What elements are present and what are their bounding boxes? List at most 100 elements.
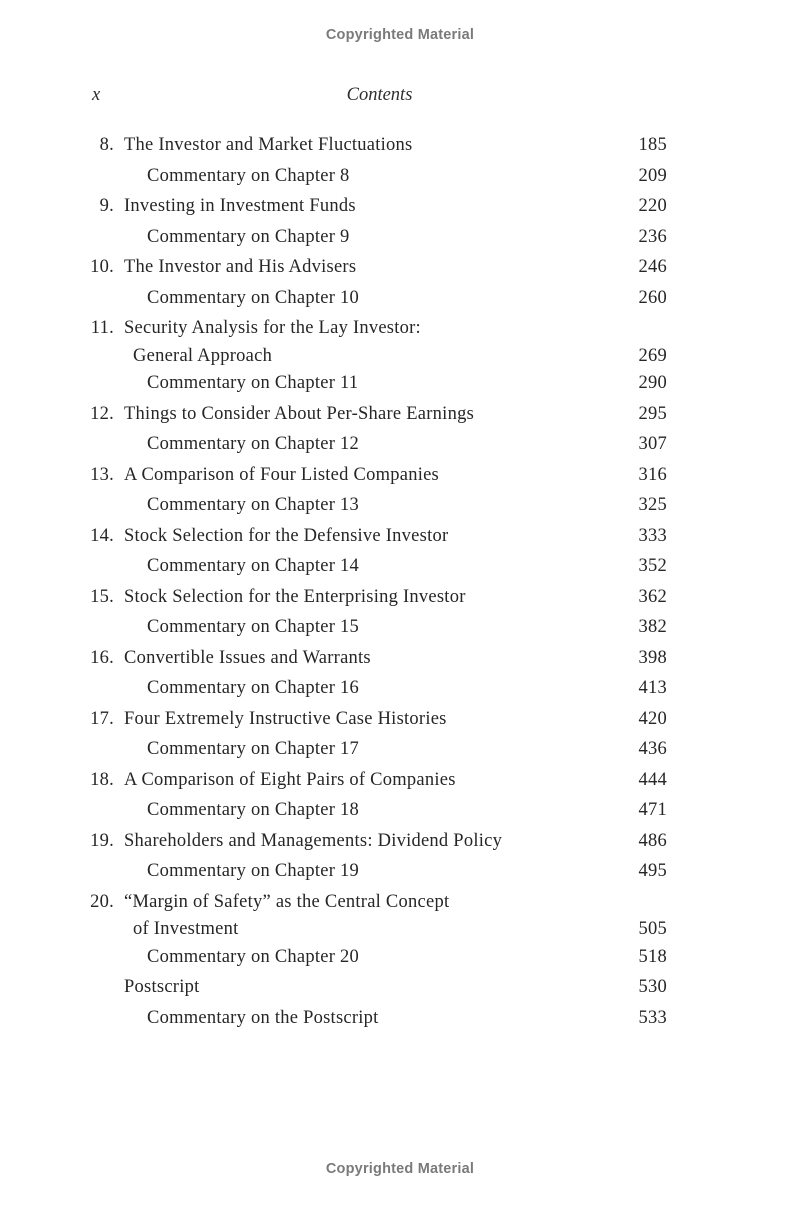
toc-entry: Commentary on Chapter 13 325 (88, 490, 667, 521)
entry-title: Four Extremely Instructive Case Historie… (124, 708, 447, 729)
entry-title: Shareholders and Managements: Dividend P… (124, 830, 503, 851)
toc-entry: 20. “Margin of Safety” as the Central Co… (88, 887, 667, 942)
entry-title: Commentary on Chapter 19 (147, 861, 360, 881)
running-header: x Contents (92, 85, 667, 106)
chapter-number: 20. (90, 891, 114, 912)
entry-title: Commentary on the Postscript (147, 1007, 379, 1028)
entry-page-number: 413 (638, 678, 667, 698)
toc-entry: Commentary on Chapter 11 290 (88, 368, 667, 399)
entry-page-number: 246 (638, 257, 667, 277)
entry-title-block: Commentary on Chapter 18 (114, 795, 639, 826)
entry-page-number: 185 (638, 135, 667, 155)
entry-title-block: Commentary on Chapter 12 (114, 429, 639, 460)
folio-page-number: x (92, 85, 101, 105)
chapter-number: 8. (99, 135, 114, 155)
entry-title-block: Commentary on Chapter 19 (114, 856, 639, 887)
entry-title: Commentary on Chapter 13 (147, 495, 360, 515)
entry-page-number: 530 (638, 977, 667, 997)
entry-title: Things to Consider About Per-Share Earni… (124, 403, 475, 424)
entry-title-block: Commentary on Chapter 16 (114, 673, 639, 704)
entry-title-block: Commentary on Chapter 11 (114, 368, 639, 399)
entry-title: Commentary on Chapter 18 (147, 800, 360, 820)
toc-entry: Commentary on Chapter 8 209 (88, 161, 667, 192)
chapter-number: 9. (99, 196, 114, 216)
entry-title: A Comparison of Eight Pairs of Companies (124, 769, 456, 790)
entry-title-block: The Investor and Market Fluctuations (114, 130, 639, 161)
toc-entry: 19. Shareholders and Managements: Divide… (88, 826, 667, 857)
entry-page-number: 220 (638, 196, 667, 216)
entry-title-block: Commentary on the Postscript (114, 1003, 639, 1034)
entry-title-block: “Margin of Safety” as the Central Concep… (114, 887, 639, 942)
entry-title-block: Commentary on Chapter 15 (114, 612, 639, 643)
chapter-number: 15. (90, 586, 114, 607)
entry-page-number: 444 (638, 769, 667, 790)
entry-title-block: Stock Selection for the Enterprising Inv… (114, 582, 639, 613)
entry-page-number: 495 (638, 861, 667, 881)
toc-entry: 16. Convertible Issues and Warrants 398 (88, 643, 667, 674)
toc-entry: 15. Stock Selection for the Enterprising… (88, 582, 667, 613)
entry-title: Commentary on Chapter 16 (147, 678, 360, 698)
toc-entry: Commentary on Chapter 17 436 (88, 734, 667, 765)
toc-entry: Commentary on Chapter 9 236 (88, 222, 667, 253)
entry-page-number: 260 (638, 287, 667, 308)
chapter-number: 17. (90, 708, 114, 729)
toc-entry: 18. A Comparison of Eight Pairs of Compa… (88, 765, 667, 796)
toc-entry: 12. Things to Consider About Per-Share E… (88, 399, 667, 430)
entry-title: The Investor and Market Fluctuations (124, 135, 413, 155)
entry-page-number: 325 (638, 495, 667, 515)
entry-page-number: 398 (638, 647, 667, 668)
entry-title: Commentary on Chapter 10 (147, 287, 360, 308)
entry-page-number: 382 (638, 617, 667, 637)
entry-page-number: 436 (638, 739, 667, 759)
entry-title-block: Commentary on Chapter 10 (114, 283, 639, 314)
entry-title-block: Commentary on Chapter 9 (114, 222, 639, 253)
entry-page-number: 471 (638, 800, 667, 820)
entry-page-number: 307 (638, 434, 667, 454)
toc-entry: 9. Investing in Investment Funds 220 (88, 191, 667, 222)
entry-page-number: 352 (638, 556, 667, 576)
entry-title-block: A Comparison of Eight Pairs of Companies (114, 765, 639, 796)
entry-page-number: 295 (638, 403, 667, 424)
entry-page-number: 518 (638, 946, 667, 967)
entry-title: Commentary on Chapter 14 (147, 556, 360, 576)
entry-title: Postscript (124, 977, 200, 997)
toc-entry: 11. Security Analysis for the Lay Invest… (88, 313, 667, 368)
entry-title: Commentary on Chapter 11 (147, 373, 359, 393)
toc-entry: Commentary on Chapter 19 495 (88, 856, 667, 887)
entry-page-number: 290 (638, 373, 667, 393)
toc-entry: Commentary on Chapter 15 382 (88, 612, 667, 643)
chapter-number: 18. (90, 769, 114, 790)
entry-title: Convertible Issues and Warrants (124, 647, 371, 668)
entry-title-line2: of Investment (133, 919, 239, 939)
entry-title: Investing in Investment Funds (124, 196, 356, 216)
entry-page-number: 316 (638, 464, 667, 485)
entry-page-number: 362 (638, 586, 667, 607)
entry-title-block: Things to Consider About Per-Share Earni… (114, 399, 639, 430)
chapter-number: 14. (90, 525, 114, 546)
entry-title: Commentary on Chapter 15 (147, 617, 360, 637)
entry-title-block: Commentary on Chapter 20 (114, 942, 639, 973)
entry-title-block: Investing in Investment Funds (114, 191, 639, 222)
toc-entry: 8. The Investor and Market Fluctuations … (88, 130, 667, 161)
entry-title: Commentary on Chapter 17 (147, 739, 360, 759)
entry-page-number: 533 (638, 1007, 667, 1028)
entry-title-block: Four Extremely Instructive Case Historie… (114, 704, 639, 735)
entry-title: Commentary on Chapter 8 (147, 165, 350, 186)
toc-entry: Commentary on Chapter 12 307 (88, 429, 667, 460)
toc-entry: Commentary on Chapter 16 413 (88, 673, 667, 704)
entry-title-block: Commentary on Chapter 17 (114, 734, 639, 765)
toc-entry: Commentary on the Postscript 533 (88, 1003, 667, 1034)
entry-page-number: 333 (638, 525, 667, 546)
table-of-contents: 8. The Investor and Market Fluctuations … (88, 130, 667, 1033)
entry-title: Commentary on Chapter 9 (147, 226, 350, 247)
entry-title-block: Security Analysis for the Lay Investor: … (114, 313, 639, 368)
entry-page-number: 486 (638, 830, 667, 851)
entry-title-block: Convertible Issues and Warrants (114, 643, 639, 674)
entry-title-line2: General Approach (133, 345, 273, 366)
entry-title-block: Commentary on Chapter 13 (114, 490, 639, 521)
toc-entry: Postscript 530 (88, 972, 667, 1003)
entry-title: “Margin of Safety” as the Central Concep… (124, 891, 450, 912)
entry-page-number: 209 (638, 165, 667, 186)
chapter-number: 16. (90, 647, 114, 668)
entry-title: Commentary on Chapter 20 (147, 946, 360, 967)
